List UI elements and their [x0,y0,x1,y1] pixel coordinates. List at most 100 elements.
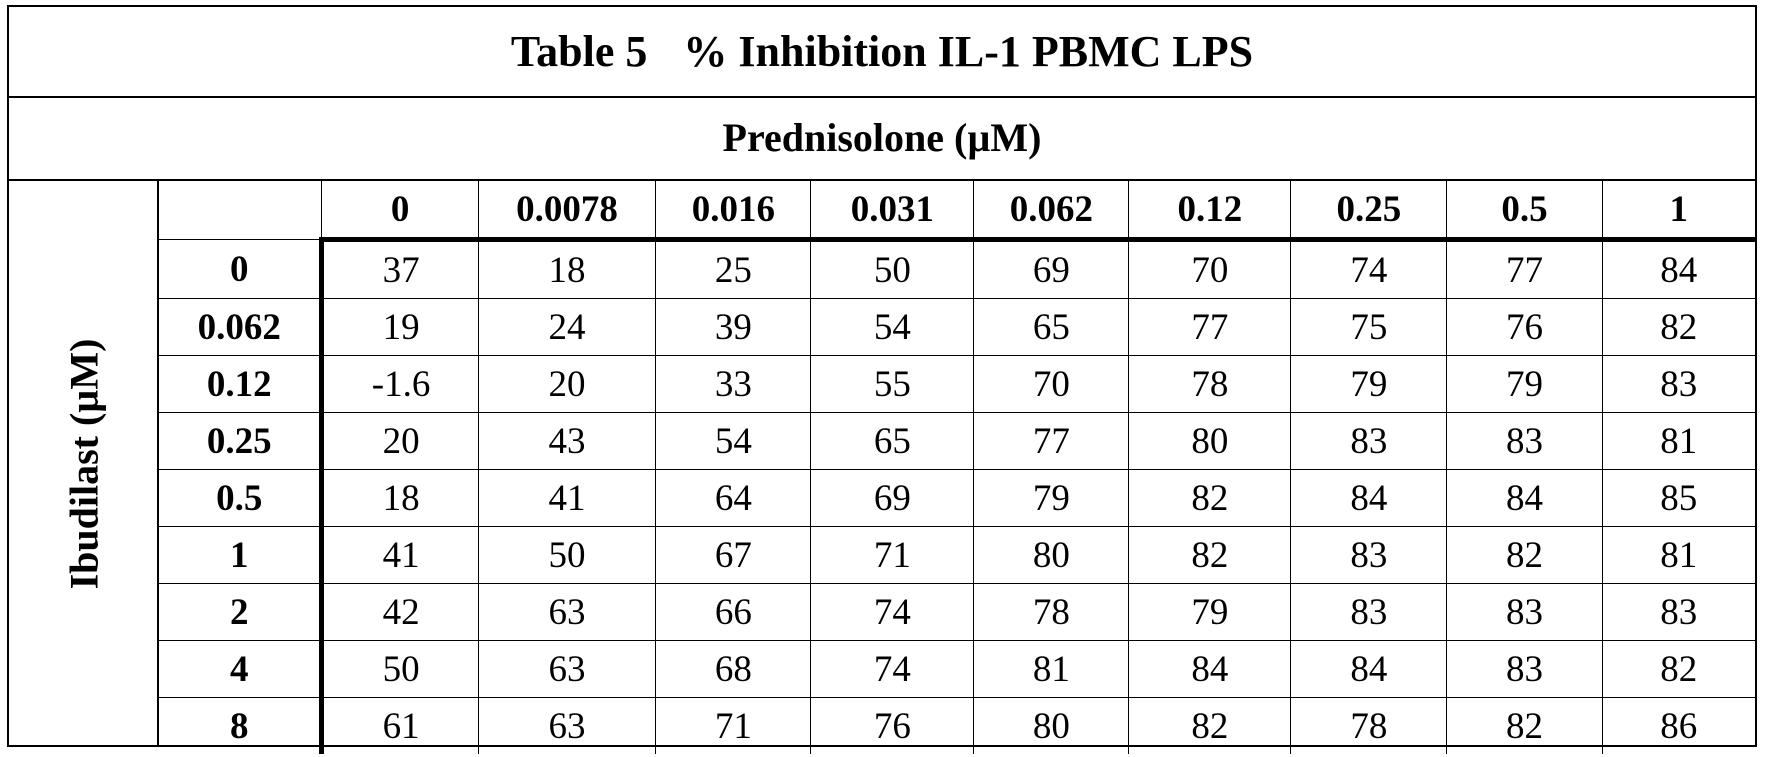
row-header-cell: 0.25 [159,413,322,470]
row-group-label: Ibudilast (µM) [61,339,108,590]
value-cell: 84 [1447,470,1602,527]
value-cell: 78 [974,584,1129,641]
value-cell: 83 [1602,584,1755,641]
value-cell: 63 [478,584,656,641]
value-cell: 76 [1447,299,1602,356]
column-header-cell: 0 [322,181,478,240]
row-header-cell: 0.5 [159,470,322,527]
value-cell: 85 [1602,470,1755,527]
value-cell: 69 [811,470,974,527]
value-cell: 83 [1291,584,1447,641]
value-cell: 84 [1291,641,1447,698]
table-row: 0.5184164697982848485 [159,470,1755,527]
value-cell: 20 [322,413,478,470]
column-header-cell: 0.0078 [478,181,656,240]
value-cell: 83 [1447,413,1602,470]
value-cell: 20 [478,356,656,413]
value-cell: 84 [1291,470,1447,527]
value-cell: 61 [322,698,478,755]
value-cell: 70 [974,356,1129,413]
table-row: 2426366747879838383 [159,584,1755,641]
row-header-cell: 0.062 [159,299,322,356]
value-cell: 81 [1602,413,1755,470]
value-cell: 83 [1447,641,1602,698]
value-cell: 66 [656,584,811,641]
column-header-cell: 0.12 [1129,181,1291,240]
value-cell: 82 [1129,698,1291,755]
column-header-cell: 0.25 [1291,181,1447,240]
value-cell: 42 [322,584,478,641]
value-cell: 83 [1291,413,1447,470]
value-cell: 77 [1447,240,1602,299]
value-cell: 79 [1129,584,1291,641]
column-header-row: 00.00780.0160.0310.0620.120.250.51 [159,181,1755,240]
value-cell: 84 [1129,641,1291,698]
table-row: 0.12-1.62033557078797983 [159,356,1755,413]
table-number: Table 5 [511,26,648,77]
value-cell: 65 [811,413,974,470]
value-cell: 77 [1129,299,1291,356]
value-cell: 41 [322,527,478,584]
table-title: Table 5 % Inhibition IL-1 PBMC LPS [9,7,1755,98]
column-header-cell: 1 [1602,181,1755,240]
value-cell: 78 [1291,698,1447,755]
value-grid: 00.00780.0160.0310.0620.120.250.51037182… [159,181,1755,754]
table-row: 4506368748184848382 [159,641,1755,698]
value-cell: 63 [478,698,656,755]
value-cell: 75 [1291,299,1447,356]
value-cell: 79 [1291,356,1447,413]
value-cell: 18 [478,240,656,299]
value-cell: 25 [656,240,811,299]
column-header-cell: 0.031 [811,181,974,240]
value-cell: 82 [1129,527,1291,584]
value-cell: 41 [478,470,656,527]
row-header-cell: 8 [159,698,322,755]
value-cell: 80 [1129,413,1291,470]
value-cell: 81 [1602,527,1755,584]
value-cell: 83 [1447,584,1602,641]
value-cell: 50 [322,641,478,698]
value-cell: 79 [974,470,1129,527]
value-cell: 65 [974,299,1129,356]
data-table: Table 5 % Inhibition IL-1 PBMC LPS Predn… [7,5,1757,747]
table-row: 0.25204354657780838381 [159,413,1755,470]
value-cell: 83 [1602,356,1755,413]
value-cell: 82 [1129,470,1291,527]
table-row: 0371825506970747784 [159,240,1755,299]
value-cell: 86 [1602,698,1755,755]
value-cell: 82 [1447,527,1602,584]
row-header-cell: 0 [159,240,322,299]
table-row: 0.062192439546577757682 [159,299,1755,356]
value-cell: 83 [1291,527,1447,584]
value-cell: 39 [656,299,811,356]
value-cell: 80 [974,527,1129,584]
value-cell: 74 [811,584,974,641]
value-cell: 68 [656,641,811,698]
table-row: 1415067718082838281 [159,527,1755,584]
value-cell: 79 [1447,356,1602,413]
value-cell: 70 [1129,240,1291,299]
value-cell: 80 [974,698,1129,755]
value-cell: 64 [656,470,811,527]
value-cell: 33 [656,356,811,413]
column-header-cell: 0.016 [656,181,811,240]
value-cell: 78 [1129,356,1291,413]
value-cell: 54 [811,299,974,356]
value-cell: 74 [1291,240,1447,299]
value-cell: 82 [1602,299,1755,356]
row-header-cell: 4 [159,641,322,698]
value-cell: 71 [656,698,811,755]
value-cell: 82 [1447,698,1602,755]
value-cell: 82 [1602,641,1755,698]
row-header-cell: 2 [159,584,322,641]
value-cell: 24 [478,299,656,356]
value-cell: 55 [811,356,974,413]
value-cell: 19 [322,299,478,356]
value-cell: 71 [811,527,974,584]
value-cell: 74 [811,641,974,698]
corner-cell [159,181,322,240]
value-cell: 63 [478,641,656,698]
row-group-header: Ibudilast (µM) [9,181,159,747]
value-cell: 50 [811,240,974,299]
value-cell: 37 [322,240,478,299]
